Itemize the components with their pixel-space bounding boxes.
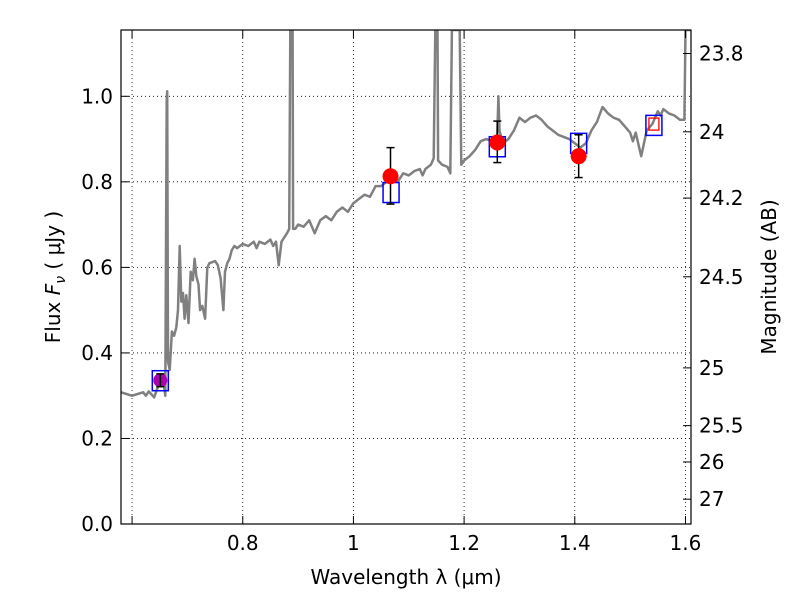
- y-tick-label: 1.0: [81, 84, 113, 108]
- x-axis-label: Wavelength λ (μm): [310, 565, 501, 589]
- x-tick-label: 1: [347, 531, 360, 555]
- markers: [153, 134, 587, 388]
- y-axis: 0.0 0.2 0.4 0.6 0.8 1.0: [81, 84, 129, 536]
- y-tick-label: 0.2: [81, 426, 113, 450]
- y2-tick-label: 24: [699, 120, 724, 144]
- y2-tick-label: 25: [699, 356, 724, 380]
- y-tick-label: 0.0: [81, 512, 113, 536]
- x-tick-label: 1.6: [670, 531, 702, 555]
- x-axis: 0.8 1 1.2 1.4 1.6: [131, 30, 702, 555]
- y2-tick-label: 25.5: [699, 414, 744, 438]
- y2-tick-label: 26: [699, 450, 724, 474]
- y2-axis: 23.8 24 24.2 24.5 25 25.5 26 27: [683, 42, 744, 511]
- y-tick-label: 0.6: [81, 255, 113, 279]
- y-axis-label: Flux Fν ( μJy ): [41, 211, 69, 343]
- red-box: [648, 117, 660, 131]
- model-box: [151, 369, 170, 392]
- y2-tick-label: 24.5: [699, 265, 744, 289]
- x-tick-label: 1.2: [448, 531, 480, 555]
- plot-area: [121, 30, 691, 399]
- data-point: [382, 168, 399, 185]
- y2-tick-label: 24.2: [699, 186, 744, 210]
- y2-tick-label: 23.8: [699, 42, 744, 66]
- data-point: [489, 134, 506, 151]
- x-tick-label: 1.4: [559, 531, 591, 555]
- y2-axis-label: Magnitude (AB): [757, 199, 781, 354]
- y2-tick-label: 27: [699, 487, 724, 511]
- x-tick-label: 0.8: [227, 531, 259, 555]
- data-point: [570, 148, 587, 165]
- model-box: [645, 114, 663, 137]
- y-tick-label: 0.8: [81, 170, 113, 194]
- plot-background: [121, 30, 691, 524]
- y-tick-label: 0.4: [81, 341, 113, 365]
